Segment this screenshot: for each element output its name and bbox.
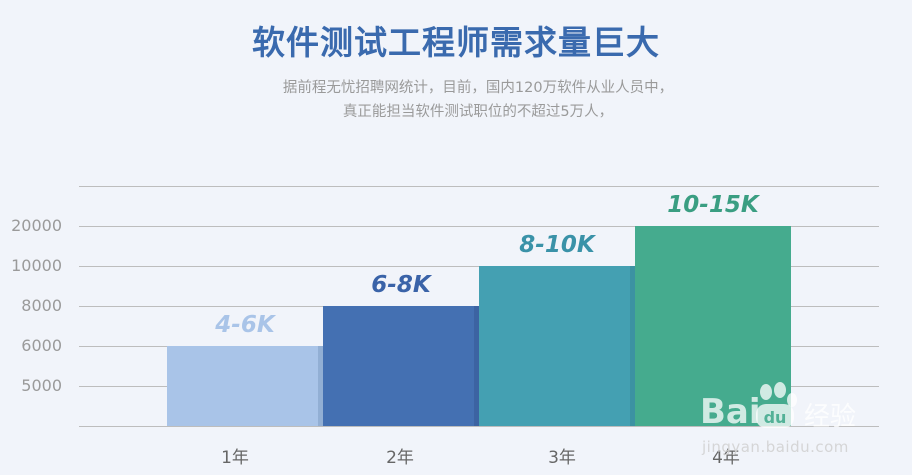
- x-tick-label: 2年: [386, 448, 414, 468]
- x-tick-label: 3年: [548, 448, 576, 468]
- baidu-paw-icon: du: [756, 382, 797, 428]
- chart-title: 软件测试工程师需求量巨大: [252, 23, 660, 62]
- bar-data-label: 8-10K: [519, 232, 595, 258]
- bar-data-label: 4-6K: [215, 312, 275, 338]
- watermark-logo-text: Bai: [700, 392, 761, 432]
- svg-text:du: du: [764, 408, 787, 427]
- subtitle-line-2: 真正能担当软件测试职位的不超过5万人，: [342, 104, 614, 120]
- bar-data-label: 6-8K: [371, 272, 431, 298]
- x-tick-label: 4年: [712, 448, 740, 468]
- gridline: [79, 186, 879, 187]
- bar-overlap-shade: [318, 346, 323, 426]
- bar-1-year: [167, 346, 323, 426]
- baseline: [79, 426, 879, 427]
- watermark-url: jingyan.baidu.com: [702, 438, 849, 456]
- chart-subtitle: 据前程无忧招聘网统计，目前，国内120万软件从业人员中， 真正能担当软件测试职位…: [0, 76, 912, 124]
- bar-3-year: [479, 266, 635, 426]
- y-tick-label: 20000: [11, 216, 62, 235]
- baidu-watermark: du Bai 经验 jingyan.baidu.com: [700, 380, 910, 470]
- x-tick-label: 1年: [221, 448, 249, 468]
- y-tick-label: 10000: [11, 256, 62, 275]
- watermark-jingyan-text: 经验: [804, 402, 857, 432]
- y-tick-label: 8000: [21, 296, 62, 315]
- bar-overlap-shade: [630, 266, 635, 426]
- gridline: [79, 226, 879, 227]
- bar-2-year: [323, 306, 479, 426]
- y-tick-label: 6000: [21, 336, 62, 355]
- bar-data-label: 10-15K: [667, 192, 759, 218]
- y-tick-label: 5000: [21, 376, 62, 395]
- bar-overlap-shade: [474, 306, 479, 426]
- subtitle-line-1: 据前程无忧招聘网统计，目前，国内120万软件从业人员中，: [282, 80, 674, 96]
